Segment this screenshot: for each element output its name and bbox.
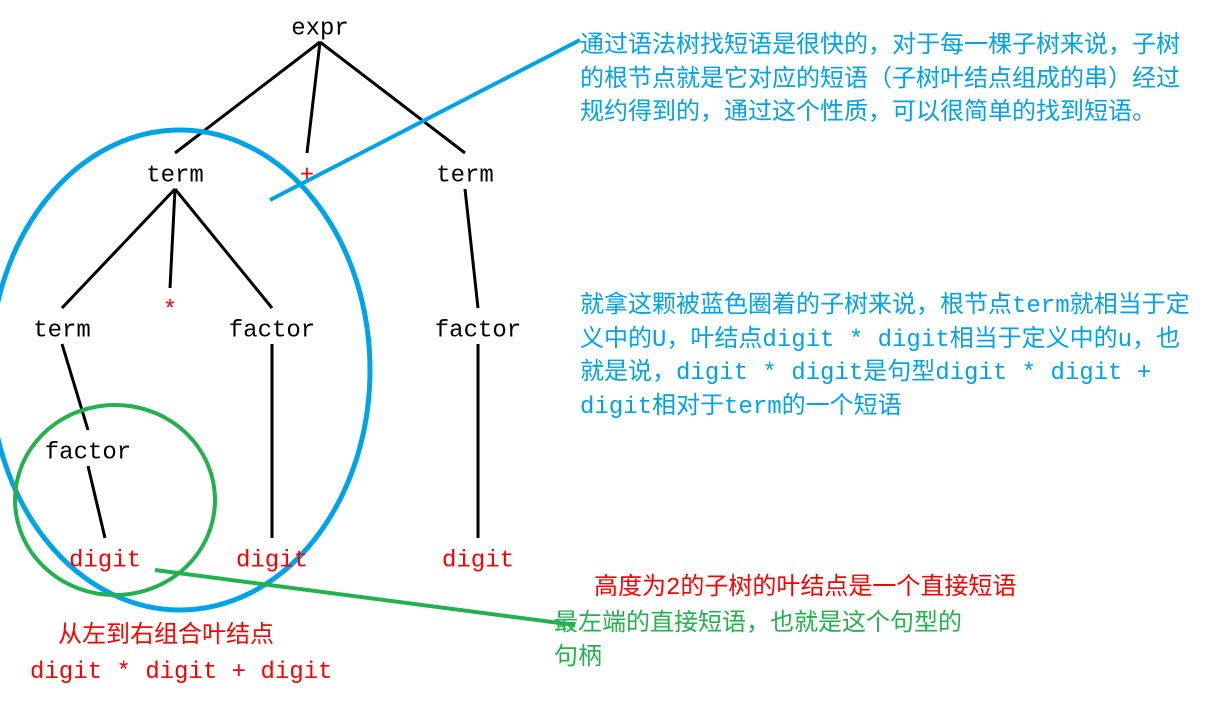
tree-nonterminal: factor xyxy=(229,317,315,344)
tree-edge xyxy=(307,42,320,153)
tree-nonterminal: term xyxy=(33,317,91,344)
tree-nonterminal: term xyxy=(146,162,204,189)
annotation-red-left-2: digit * digit + digit xyxy=(30,656,410,690)
annotation-blue-top: 通过语法树找短语是很快的，对于每一棵子树来说，子树的根节点就是它对应的短语（子树… xyxy=(580,30,1190,131)
tree-terminal: digit xyxy=(69,547,141,574)
tree-terminal: digit xyxy=(442,547,514,574)
tree-terminal: * xyxy=(163,297,177,324)
tree-edge xyxy=(170,189,175,288)
tree-edge xyxy=(62,189,175,308)
tree-edge xyxy=(175,189,272,308)
tree-nonterminal: term xyxy=(436,162,494,189)
tree-edge xyxy=(175,42,320,153)
tree-edge xyxy=(465,189,478,308)
annotation-red-bottom: 高度为2的子树的叶结点是一个直接短语 xyxy=(594,572,1208,606)
annotation-red-left-1: 从左到右组合叶结点 xyxy=(58,620,398,654)
annotation-green-bottom: 最左端的直接短语，也就是这个句型的句柄 xyxy=(554,608,984,675)
tree-edge xyxy=(88,466,105,538)
tree-nonterminal: expr xyxy=(291,15,349,42)
green-pointer-line xyxy=(155,570,575,625)
annotation-blue-mid: 就拿这颗被蓝色圈着的子树来说，根节点term就相当于定义中的U，叶结点digit… xyxy=(580,290,1200,424)
tree-nonterminal: factor xyxy=(435,317,521,344)
tree-terminal: digit xyxy=(236,547,308,574)
tree-nonterminal: factor xyxy=(45,439,131,466)
